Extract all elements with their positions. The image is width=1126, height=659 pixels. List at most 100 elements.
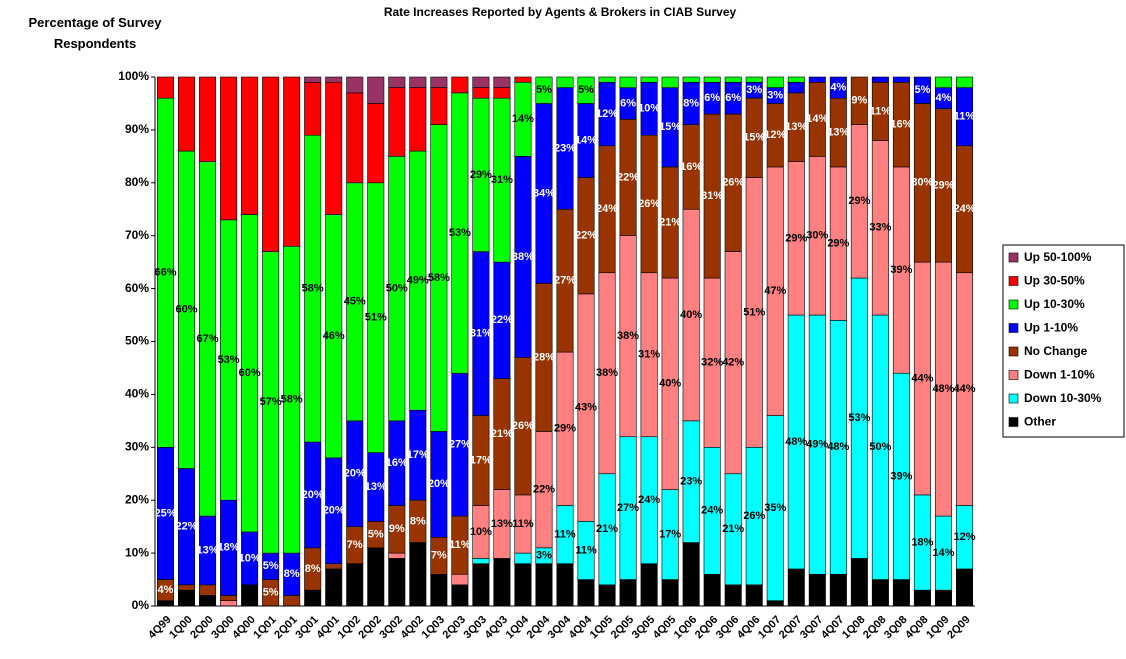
data-label: 11%	[954, 111, 976, 123]
data-label: 17%	[470, 454, 492, 466]
bar-segment	[640, 563, 658, 607]
bar-segment	[451, 76, 469, 94]
data-label: 60%	[239, 367, 261, 379]
bar-segment	[493, 87, 511, 99]
x-tick-label: 3Q08	[882, 614, 910, 642]
data-label: 26%	[722, 177, 744, 189]
data-label: 48%	[785, 436, 807, 448]
data-label: 31%	[638, 349, 660, 361]
bar-segment	[325, 568, 343, 607]
x-tick-label: 1Q06	[672, 614, 700, 642]
bar-segment	[283, 595, 301, 607]
data-label: 23%	[680, 476, 702, 488]
data-label: 29%	[848, 195, 870, 207]
data-label: 4%	[158, 584, 174, 596]
data-label: 32%	[701, 357, 723, 369]
data-label: 66%	[154, 267, 176, 279]
bar-segment	[367, 103, 385, 184]
x-tick-label: 1Q05	[588, 614, 616, 642]
bar-segment	[808, 573, 826, 607]
bar-segment	[409, 76, 427, 88]
data-label: 12%	[953, 531, 975, 543]
bar-segment	[535, 563, 553, 607]
data-label: 26%	[512, 420, 534, 432]
y-tick-label: 30%	[125, 439, 149, 453]
bar-segment	[913, 76, 931, 104]
data-label: 45%	[344, 296, 366, 308]
x-tick-label: 1Q02	[335, 614, 363, 642]
legend-swatch	[1008, 276, 1019, 286]
data-label: 40%	[680, 309, 702, 321]
y-tick-label: 0%	[132, 598, 150, 612]
bar-segment	[388, 76, 406, 88]
data-label: 48%	[932, 383, 954, 395]
data-label: 29%	[554, 423, 576, 435]
bar-segment	[430, 573, 448, 607]
bar-segment	[934, 76, 952, 88]
data-label: 27%	[554, 275, 576, 287]
data-label: 3%	[746, 84, 762, 96]
bar-segment	[430, 76, 448, 88]
bar-segment	[388, 558, 406, 607]
bar-segment	[640, 76, 658, 83]
bar-segment	[430, 87, 448, 125]
bar-segment	[955, 568, 973, 607]
data-label: 18%	[218, 542, 240, 554]
data-label: 11%	[554, 528, 576, 540]
data-label: 23%	[554, 142, 576, 154]
data-label: 24%	[638, 494, 660, 506]
bar-segment	[892, 76, 910, 83]
x-tick-label: 2Q01	[272, 614, 300, 642]
bar-segment	[577, 76, 595, 104]
data-label: 53%	[449, 227, 471, 239]
bar-segment	[304, 81, 322, 136]
x-tick-label: 4Q03	[483, 614, 511, 642]
data-label: 31%	[470, 327, 492, 339]
data-label: 25%	[154, 507, 176, 519]
bar-segment	[598, 584, 616, 607]
data-label: 11%	[870, 105, 892, 117]
data-label: 3%	[536, 550, 552, 562]
data-label: 13%	[785, 121, 807, 133]
bar-segment	[514, 563, 532, 607]
x-tick-label: 2Q03	[441, 614, 469, 642]
data-label: 24%	[596, 203, 618, 215]
data-label: 14%	[806, 113, 828, 125]
bar-segment	[808, 76, 826, 83]
data-label: 27%	[617, 502, 639, 514]
x-tick-label: 4Q08	[903, 614, 931, 642]
data-label: 6%	[620, 97, 636, 109]
legend-label: No Change	[1024, 344, 1088, 358]
bar-segment	[661, 579, 679, 607]
bar-segment	[388, 87, 406, 157]
data-label: 29%	[470, 169, 492, 181]
x-tick-label: 3Q01	[293, 614, 321, 642]
bar-segment	[157, 76, 175, 99]
y-tick-label: 10%	[125, 545, 149, 559]
bar-segment	[871, 76, 889, 83]
legend-box	[1002, 244, 1125, 438]
data-label: 8%	[410, 515, 426, 527]
data-label: 4%	[936, 92, 952, 104]
data-label: 22%	[533, 484, 555, 496]
bar-segment	[325, 563, 343, 570]
bar-segment	[682, 76, 700, 83]
x-tick-label: 4Q06	[735, 614, 763, 642]
legend-label: Up 10-30%	[1024, 297, 1085, 311]
y-tick-label: 50%	[125, 334, 149, 348]
bar-segment	[472, 87, 490, 99]
bar-segment	[241, 76, 259, 215]
bar-segment	[304, 76, 322, 83]
bar-segment	[325, 81, 343, 215]
data-label: 31%	[491, 174, 513, 186]
legend-label: Up 50-100%	[1024, 250, 1092, 264]
data-label: 9%	[851, 95, 867, 107]
bar-segment	[682, 542, 700, 607]
bar-segment	[283, 76, 301, 247]
data-label: 29%	[932, 179, 954, 191]
x-tick-label: 4Q00	[230, 614, 258, 642]
data-label: 34%	[533, 187, 555, 199]
bar-segment	[451, 573, 469, 586]
bar-segment	[619, 579, 637, 607]
bar-segment	[577, 579, 595, 607]
